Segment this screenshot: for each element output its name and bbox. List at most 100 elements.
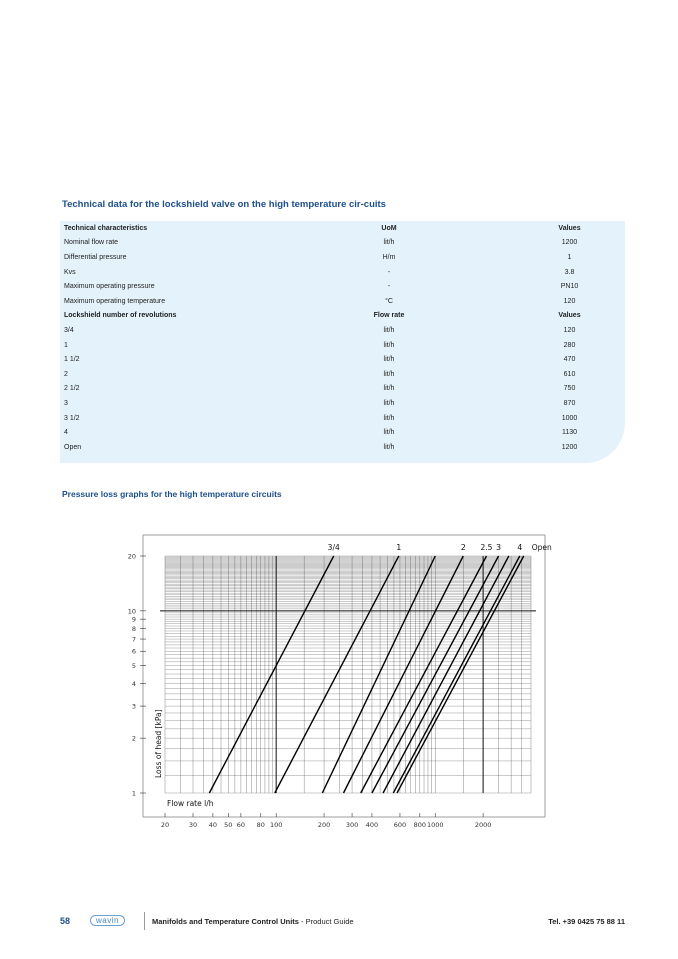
y-tick-label: 7	[132, 636, 136, 644]
page-number: 58	[60, 916, 71, 926]
series-line-3-4	[208, 555, 335, 794]
table-cell: Open	[64, 443, 82, 451]
table-row: Nominal flow rate lit/h 1200	[60, 236, 625, 251]
table-cell: lit/h	[383, 370, 395, 378]
series-line-3-5	[382, 555, 510, 794]
table-cell: 870	[563, 399, 576, 407]
series-label: 3	[496, 543, 501, 552]
table-cell: 3/4	[64, 326, 74, 334]
series-line-3	[371, 555, 500, 794]
table-cell: lit/h	[383, 341, 395, 349]
table-header-row: Lockshield number of revolutions Flow rat…	[60, 309, 625, 324]
table-row: 2 lit/h 610	[60, 367, 625, 382]
x-tick-label: 300	[346, 821, 358, 829]
series-label: 2.5	[481, 543, 493, 552]
table-cell: 280	[563, 341, 576, 349]
table-row: 4 lit/h 1130	[60, 425, 625, 440]
column-header: Values	[558, 224, 581, 232]
table-cell: 2 1/2	[64, 385, 80, 393]
x-tick-label: 400	[366, 821, 378, 829]
x-tick-label: 2000	[475, 821, 492, 829]
table-row: 3 1/2 lit/h 1000	[60, 411, 625, 426]
column-header: Lockshield number of revolutions	[64, 312, 177, 320]
footer-title: Manifolds and Temperature Control Units	[152, 917, 299, 926]
x-tick-label: 80	[257, 821, 265, 829]
table-cell: PN10	[560, 283, 579, 291]
table-row: 3 lit/h 870	[60, 396, 625, 411]
series-label: 4	[517, 543, 522, 552]
table-cell: lit/h	[383, 443, 395, 451]
table-cell: 2	[64, 370, 68, 378]
technical-data-table: Technical characteristics UoM Values Nomina…	[60, 221, 625, 463]
y-tick-label: 5	[132, 662, 136, 670]
table-cell: 1	[567, 253, 572, 261]
table-cell: °C	[385, 297, 393, 305]
table-cell: 1200	[561, 239, 578, 247]
y-tick-label: 8	[132, 625, 136, 633]
y-tick-label: 20	[128, 553, 136, 561]
table-row: Maximum operating pressure - PN10	[60, 279, 625, 294]
table-row: 1 lit/h 280	[60, 338, 625, 353]
table-cell: -	[387, 268, 391, 276]
x-tick-label: 800	[414, 821, 426, 829]
table-cell: Nominal flow rate	[64, 239, 119, 247]
series-label: 2	[461, 543, 466, 552]
table-row: Kvs - 3.8	[60, 265, 625, 280]
table-row: 3/4 lit/h 120	[60, 323, 625, 338]
y-tick-label: 10	[128, 607, 136, 615]
table-cell: 1130	[561, 429, 578, 437]
table-row: 2 1/2 lit/h 750	[60, 382, 625, 397]
x-tick-label: 1000	[427, 821, 444, 829]
table-cell: 470	[563, 356, 576, 364]
table-cell: 4	[64, 429, 68, 437]
table-cell: lit/h	[383, 385, 395, 393]
series-line-2	[342, 555, 464, 794]
x-tick-label: 60	[237, 821, 245, 829]
table-cell: -	[387, 283, 391, 291]
table-cell: 1	[64, 341, 68, 349]
x-tick-label: 40	[209, 821, 217, 829]
table-row: Maximum operating temperature °C 120	[60, 294, 625, 309]
series-line-1-1-2	[321, 555, 436, 794]
table-cell: 1200	[561, 443, 578, 451]
x-tick-label: 20	[161, 821, 169, 829]
column-header: UoM	[381, 224, 397, 232]
y-tick-label: 4	[132, 680, 136, 688]
table-cell: 3	[64, 399, 68, 407]
table-cell: lit/h	[383, 414, 395, 422]
x-axis-label: Flow rate l/h	[167, 799, 214, 808]
table-row: Differential pressure H/m 1	[60, 250, 625, 265]
series-line-1	[274, 555, 400, 794]
series-label: Open	[532, 543, 552, 552]
x-tick-label: 50	[224, 821, 232, 829]
table-cell: 120	[563, 326, 576, 334]
footer-suffix: - Product Guide	[298, 917, 354, 926]
table-row: Open lit/h 1200	[60, 440, 625, 455]
graph-title: Pressure loss graphs for the high temper…	[62, 489, 282, 499]
y-axis-label: Loss of head [kPa]	[154, 709, 163, 778]
table-cell: 120	[563, 297, 576, 305]
table-cell: lit/h	[383, 239, 395, 247]
x-tick-label: 30	[189, 821, 197, 829]
series-label: 3/4	[328, 543, 340, 552]
table-cell: 1 1/2	[64, 356, 80, 364]
table-header-row: Technical characteristics UoM Values	[60, 221, 625, 236]
table-cell: H/m	[382, 253, 396, 261]
column-header: Flow rate	[373, 312, 405, 320]
chart-frame	[142, 534, 546, 818]
footer-telephone: Tel. +39 0425 75 88 11	[548, 917, 625, 926]
table-cell: 3.8	[564, 268, 575, 276]
x-tick-label: 600	[394, 821, 406, 829]
series-line-Open	[396, 555, 525, 794]
column-header: Technical characteristics	[64, 224, 148, 232]
section-title: Technical data for the lockshield valve …	[62, 199, 386, 210]
series-line-2-5	[360, 555, 488, 794]
y-tick-label: 3	[132, 703, 136, 711]
y-tick-label: 2	[132, 735, 136, 743]
table-cell: lit/h	[383, 326, 395, 334]
table-cell: 3 1/2	[64, 414, 80, 422]
table-cell: Maximum operating pressure	[64, 283, 155, 291]
y-tick-label: 9	[132, 616, 136, 624]
wavin-logo: wavin	[90, 915, 125, 926]
table-cell: 610	[563, 370, 576, 378]
